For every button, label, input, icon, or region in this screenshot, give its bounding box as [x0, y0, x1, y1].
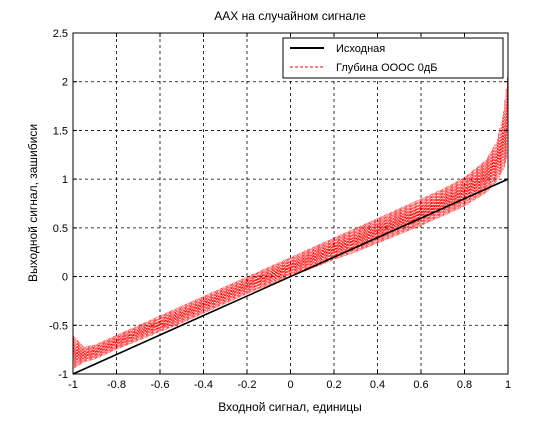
legend-box: [282, 37, 504, 79]
x-tick-label: 0.4: [370, 379, 385, 391]
x-tick-label: 0.8: [457, 379, 472, 391]
chart-title: ААХ на случайном сигнале: [214, 9, 366, 23]
y-tick-label: 1: [62, 174, 68, 186]
y-tick-label: 2.5: [53, 28, 68, 40]
y-axis-label: Выходной сигнал, зашибиси: [26, 124, 40, 282]
legend-label-series-0: Исходная: [336, 43, 385, 55]
legend-label-series-1: Глубина ОООС 0дБ: [336, 62, 438, 74]
x-tick-label: -1: [68, 379, 78, 391]
x-tick-label: 1: [505, 379, 511, 391]
grid: [73, 33, 508, 374]
y-tick-label: 0: [62, 272, 68, 284]
x-tick-label: 0: [287, 379, 293, 391]
x-tick-label: -0.6: [151, 379, 170, 391]
legend: Исходная Глубина ОООС 0дБ: [282, 37, 504, 79]
series-line-black: [72, 178, 509, 375]
x-tick-label: 0.6: [413, 379, 428, 391]
series-layer: [72, 77, 509, 375]
x-tick-label: 0.2: [326, 379, 341, 391]
x-tick-label: -0.8: [107, 379, 126, 391]
y-tick-label: -0.5: [49, 320, 68, 332]
ticks: -1 -0.8 -0.6 -0.4 -0.2 0 0.2 0.4 0.6 0.8 1 -1 -0.5 0 0…: [49, 28, 511, 391]
y-tick-label: 2: [62, 77, 68, 89]
x-tick-label: -0.2: [238, 379, 257, 391]
y-tick-label: 1.5: [53, 125, 68, 137]
y-tick-label: -1: [58, 369, 68, 381]
y-tick-label: 0.5: [53, 223, 68, 235]
x-axis-label: Входной сигнал, единицы: [218, 400, 361, 414]
x-tick-label: -0.4: [194, 379, 213, 391]
